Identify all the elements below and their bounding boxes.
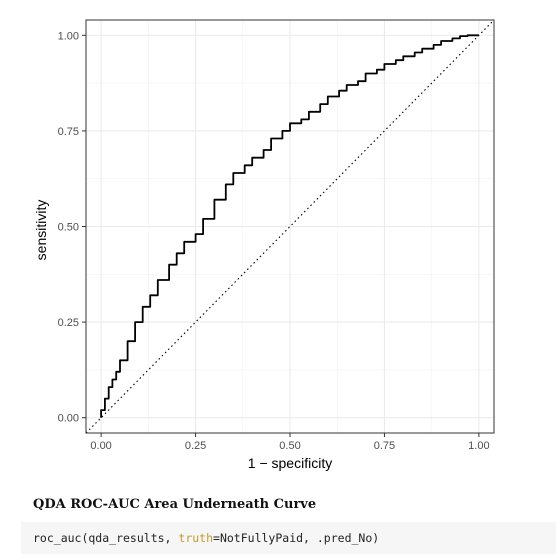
grid bbox=[86, 20, 494, 433]
x-axis: 0.00 0.25 0.50 0.75 1.00 bbox=[90, 433, 490, 452]
y-tick-label: 1.00 bbox=[58, 30, 79, 42]
x-axis-title: 1 − specificity bbox=[248, 455, 332, 471]
section-heading: QDA ROC-AUC Area Underneath Curve bbox=[33, 497, 317, 512]
y-axis: 0.00 0.25 0.50 0.75 1.00 bbox=[58, 30, 86, 425]
y-axis-title: sensitivity bbox=[33, 200, 49, 261]
x-tick-label: 0.00 bbox=[90, 440, 111, 452]
roc-line bbox=[100, 34, 479, 418]
code-block: roc_auc(qda_results, truth=NotFullyPaid,… bbox=[21, 522, 556, 554]
x-tick-label: 0.50 bbox=[279, 440, 300, 452]
x-tick-label: 0.75 bbox=[374, 440, 395, 452]
y-tick-label: 0.25 bbox=[58, 317, 79, 329]
x-tick-label: 1.00 bbox=[468, 440, 489, 452]
x-tick-label: 0.25 bbox=[185, 440, 206, 452]
code-keyword: truth bbox=[178, 531, 214, 545]
y-tick-label: 0.75 bbox=[58, 126, 79, 138]
roc-curve-chart: 0.00 0.25 0.50 0.75 1.00 0.00 0.25 0.50 0.75 1.0… bbox=[33, 19, 495, 471]
code-suffix: =NotFullyPaid, .pred_No) bbox=[213, 531, 380, 545]
y-tick-label: 0.50 bbox=[58, 222, 79, 234]
code-prefix: roc_auc(qda_results, bbox=[33, 531, 179, 545]
y-tick-label: 0.00 bbox=[58, 413, 79, 425]
